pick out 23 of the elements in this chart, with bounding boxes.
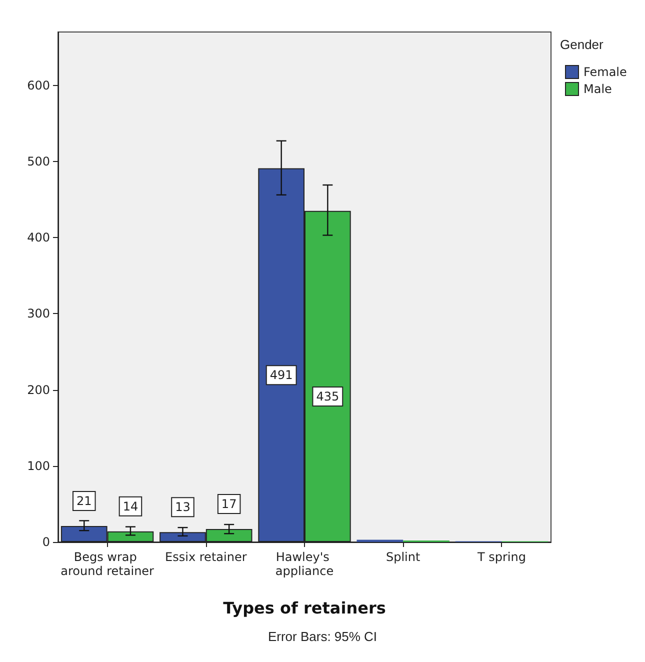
x-tick-label: Splint: [386, 550, 420, 564]
data-label: 17: [221, 497, 237, 512]
y-tick-label: 0: [42, 535, 50, 549]
x-tick-label: Hawley's appliance: [275, 550, 334, 578]
data-label: 491: [270, 368, 293, 382]
y-tick-label: 300: [27, 306, 50, 321]
legend-label: Male: [584, 82, 612, 96]
legend-label: Female: [584, 65, 627, 79]
x-tick-label: Essix retainer: [165, 550, 247, 564]
text: Error Bars: 95% CI: [268, 629, 378, 644]
data-label: 13: [175, 500, 190, 514]
y-tick-label: 500: [27, 154, 50, 168]
data-label: 21: [76, 494, 92, 508]
data-label: 14: [122, 499, 138, 514]
legend-title: Gender: [560, 37, 604, 52]
y-tick-label: 400: [27, 230, 50, 245]
x-tick-label: T spring: [476, 550, 526, 564]
y-tick-label: 100: [27, 458, 50, 473]
x-axis-title: Types of retainers: [223, 598, 386, 618]
data-label: 435: [316, 389, 340, 404]
x-tick-label: Begs wrap around retainer: [60, 550, 154, 578]
y-tick-label: 600: [27, 78, 50, 92]
y-tick-label: 200: [27, 382, 50, 397]
